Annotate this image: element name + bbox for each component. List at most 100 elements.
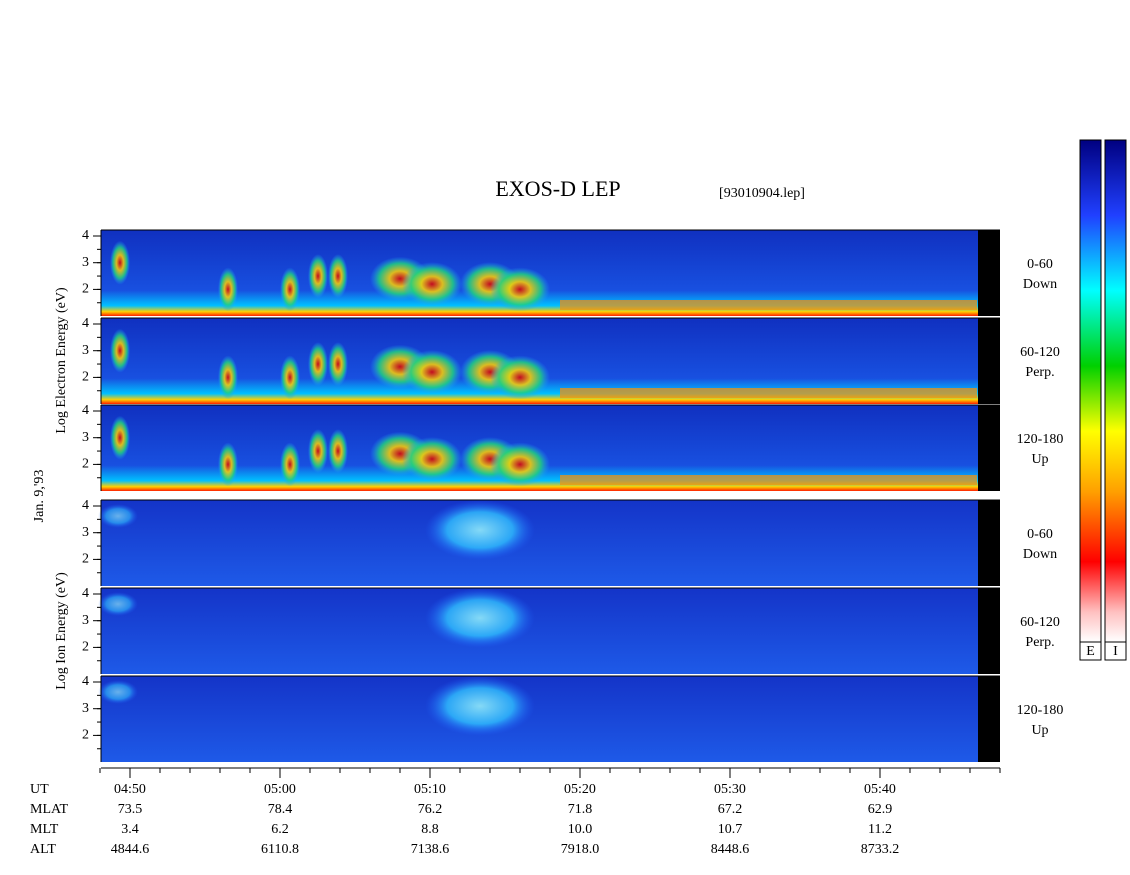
y-tick-label: 4 [82, 586, 89, 601]
burst [280, 442, 300, 487]
y-tick-label: 2 [82, 457, 89, 472]
burst [402, 437, 462, 482]
time-value: 67.2 [718, 802, 743, 817]
burst [402, 350, 462, 395]
time-value: 05:00 [264, 782, 296, 797]
burst [110, 240, 130, 285]
y-tick-label: 2 [82, 728, 89, 743]
time-value: 6.2 [271, 822, 289, 837]
y-tick-label: 2 [82, 282, 89, 297]
time-value: 3.4 [121, 822, 139, 837]
time-value: 05:30 [714, 782, 746, 797]
y-tick-label: 3 [82, 613, 89, 628]
angle-label: 60-120 [1020, 345, 1060, 360]
blob [425, 676, 535, 736]
no-data [978, 588, 1000, 674]
colorbar-label: I [1113, 644, 1118, 659]
time-value: 10.7 [718, 822, 743, 837]
band [560, 388, 977, 398]
y-tick-label: 3 [82, 701, 89, 716]
time-value: 71.8 [568, 802, 593, 817]
band [560, 300, 977, 310]
time-value: 62.9 [868, 802, 893, 817]
burst [218, 355, 238, 400]
angle-label: 120-180 [1017, 432, 1064, 447]
burst [280, 267, 300, 312]
burst [328, 254, 348, 299]
blob [98, 592, 138, 616]
time-value: 78.4 [268, 802, 293, 817]
no-data [978, 405, 1000, 491]
y-tick-label: 3 [82, 255, 89, 270]
no-data [978, 230, 1000, 316]
burst [402, 262, 462, 307]
no-data [978, 676, 1000, 762]
time-value: 76.2 [418, 802, 443, 817]
angle-label: 0-60 [1027, 257, 1053, 272]
burst [490, 355, 550, 400]
colorbar [1104, 139, 1127, 643]
time-value: 6110.8 [261, 842, 299, 857]
direction-label: Up [1031, 723, 1048, 738]
time-value: 04:50 [114, 782, 146, 797]
time-value: 73.5 [118, 802, 143, 817]
time-value: 4844.6 [111, 842, 150, 857]
y-tick-label: 3 [82, 525, 89, 540]
blob [98, 504, 138, 528]
row-name: UT [30, 782, 49, 797]
time-value: 7138.6 [411, 842, 450, 857]
burst [328, 429, 348, 474]
time-value: 11.2 [868, 822, 892, 837]
burst [490, 267, 550, 312]
y-tick-label: 2 [82, 370, 89, 385]
burst [110, 415, 130, 460]
direction-label: Down [1023, 277, 1057, 292]
burst [308, 342, 328, 387]
y-tick-label: 3 [82, 343, 89, 358]
y-axis-label: Log Ion Energy (eV) [54, 572, 69, 690]
y-tick-label: 4 [82, 498, 89, 513]
time-value: 8448.6 [711, 842, 750, 857]
y-tick-label: 4 [82, 674, 89, 689]
y-tick-label: 2 [82, 640, 89, 655]
y-axis-label: Log Electron Energy (eV) [54, 287, 69, 434]
blob [425, 500, 535, 560]
time-value: 8.8 [421, 822, 439, 837]
direction-label: Perp. [1025, 365, 1054, 380]
blob [98, 680, 138, 704]
burst [490, 442, 550, 487]
y-tick-label: 2 [82, 552, 89, 567]
band [560, 475, 977, 485]
burst [308, 254, 328, 299]
no-data [978, 500, 1000, 586]
angle-label: 60-120 [1020, 615, 1060, 630]
burst [218, 267, 238, 312]
time-value: 05:10 [414, 782, 446, 797]
time-value: 8733.2 [861, 842, 900, 857]
colorbar-box [1079, 641, 1102, 661]
burst [218, 442, 238, 487]
date: Jan. 9,'93 [32, 470, 47, 523]
row-name: MLAT [30, 802, 69, 817]
colorbar-label: E [1086, 644, 1095, 659]
burst [328, 342, 348, 387]
time-value: 05:40 [864, 782, 896, 797]
burst [280, 355, 300, 400]
colorbar-box [1104, 641, 1127, 661]
direction-label: Down [1023, 547, 1057, 562]
spectrogram [101, 500, 978, 586]
direction-label: Perp. [1025, 635, 1054, 650]
direction-label: Up [1031, 452, 1048, 467]
y-tick-label: 4 [82, 403, 89, 418]
time-value: 7918.0 [561, 842, 600, 857]
y-tick-label: 4 [82, 228, 89, 243]
spectrogram [101, 676, 978, 762]
y-tick-label: 3 [82, 430, 89, 445]
burst [308, 429, 328, 474]
burst [110, 328, 130, 373]
spectrogram [101, 588, 978, 674]
y-tick-label: 4 [82, 316, 89, 331]
time-value: 05:20 [564, 782, 596, 797]
